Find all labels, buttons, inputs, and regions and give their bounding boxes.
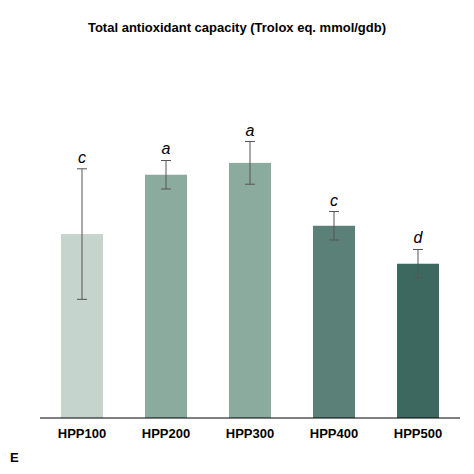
error-bar: [77, 169, 87, 300]
error-stem: [418, 249, 419, 277]
error-cap: [77, 299, 87, 300]
error-bar: [413, 249, 423, 277]
error-cap: [245, 141, 255, 142]
bar: [313, 226, 355, 418]
significance-label: d: [414, 229, 424, 246]
error-cap: [329, 240, 339, 241]
x-tick-label: HPP300: [226, 426, 274, 441]
error-cap: [161, 160, 171, 161]
x-tick-label: HPP500: [394, 426, 442, 441]
x-tick-label: HPP100: [58, 426, 106, 441]
error-stem: [250, 142, 251, 185]
error-stem: [334, 212, 335, 240]
error-cap: [329, 211, 339, 212]
x-axis-line: [40, 418, 460, 419]
significance-label: a: [246, 122, 255, 139]
significance-label: c: [330, 192, 338, 209]
error-cap: [413, 277, 423, 278]
error-cap: [245, 184, 255, 185]
x-tick-label: HPP200: [142, 426, 190, 441]
annotation: E: [10, 450, 19, 465]
significance-label: a: [162, 140, 171, 157]
error-stem: [82, 169, 83, 300]
error-stem: [166, 160, 167, 188]
significance-label: c: [78, 149, 86, 166]
error-bar: [245, 142, 255, 185]
chart-svg: Total antioxidant capacity (Trolox eq. m…: [0, 0, 474, 474]
error-bar: [329, 212, 339, 240]
bar: [145, 175, 187, 418]
bars: [61, 142, 439, 418]
x-tick-label: HPP400: [310, 426, 358, 441]
error-cap: [77, 168, 87, 169]
bar: [229, 163, 271, 418]
bar: [397, 264, 439, 418]
error-cap: [161, 188, 171, 189]
chart-container: Total antioxidant capacity (Trolox eq. m…: [0, 0, 474, 474]
error-cap: [413, 249, 423, 250]
title: Total antioxidant capacity (Trolox eq. m…: [88, 20, 386, 35]
error-bar: [161, 160, 171, 188]
